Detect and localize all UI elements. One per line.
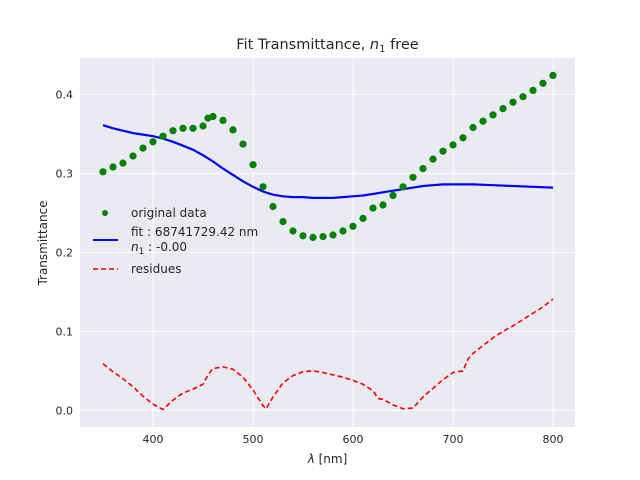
legend-fit-subscript: 1 bbox=[139, 247, 145, 257]
chart-title-main: Fit Transmittance, bbox=[236, 37, 370, 53]
original-data-point bbox=[179, 124, 187, 132]
original-data-point bbox=[409, 173, 417, 181]
original-data-point bbox=[439, 147, 447, 155]
original-data-point bbox=[399, 183, 407, 191]
x-tick-labels: 400 500 600 700 800 bbox=[143, 433, 564, 446]
original-data-point bbox=[149, 138, 157, 146]
original-data-point bbox=[229, 126, 237, 134]
x-axis-unit: [nm] bbox=[315, 452, 347, 466]
original-data-point bbox=[289, 227, 297, 235]
x-tick-label: 700 bbox=[443, 433, 464, 446]
original-data-point bbox=[169, 127, 177, 135]
original-data-point bbox=[339, 227, 347, 235]
original-data-point bbox=[519, 93, 527, 101]
grid bbox=[80, 58, 575, 427]
original-data-point bbox=[299, 232, 307, 240]
original-data-point bbox=[359, 214, 367, 222]
x-tick-label: 500 bbox=[243, 433, 264, 446]
chart-title-subscript: 1 bbox=[379, 44, 385, 55]
y-tick-label: 0.0 bbox=[56, 404, 74, 417]
original-data-point bbox=[529, 86, 537, 94]
original-data-point bbox=[459, 134, 467, 142]
x-tick-label: 600 bbox=[343, 433, 364, 446]
original-data-point bbox=[109, 163, 117, 171]
y-tick-label: 0.2 bbox=[56, 246, 74, 259]
y-tick-label: 0.3 bbox=[56, 167, 74, 180]
original-data-point bbox=[159, 132, 167, 140]
original-data-point bbox=[509, 98, 517, 106]
legend-label-residues: residues bbox=[131, 262, 182, 276]
original-data-point bbox=[189, 124, 197, 132]
residues-line bbox=[102, 298, 554, 411]
x-tick-label: 400 bbox=[143, 433, 164, 446]
fit-line bbox=[102, 124, 554, 199]
original-data-point bbox=[349, 222, 357, 230]
chart-title-symbol: n bbox=[370, 37, 379, 53]
original-data-point bbox=[249, 161, 257, 169]
legend-label-original: original data bbox=[131, 206, 207, 220]
legend-marker-original bbox=[102, 210, 108, 216]
original-data-point bbox=[199, 122, 207, 130]
original-data-point bbox=[139, 144, 147, 152]
legend-label-fit-line2: n1 : -0.00 bbox=[131, 240, 187, 257]
original-data-point bbox=[219, 116, 227, 124]
y-tick-label: 0.4 bbox=[56, 88, 74, 101]
legend-fit-symbol: n bbox=[131, 240, 139, 254]
original-data-point bbox=[489, 111, 497, 119]
original-data-point bbox=[329, 231, 337, 239]
original-data-point bbox=[129, 152, 137, 160]
original-data-point bbox=[449, 141, 457, 149]
original-data-point bbox=[99, 168, 107, 176]
chart-title: Fit Transmittance, n1 free bbox=[236, 37, 418, 55]
x-axis-symbol: λ bbox=[307, 452, 315, 466]
original-data-point bbox=[379, 201, 387, 209]
original-data-point bbox=[259, 183, 267, 191]
chart-title-tail: free bbox=[386, 37, 419, 53]
original-data-point bbox=[499, 105, 507, 113]
original-data-point bbox=[419, 165, 427, 173]
original-data-point bbox=[479, 117, 487, 125]
original-data-point bbox=[269, 202, 277, 211]
plot-area bbox=[80, 58, 575, 427]
original-data-point bbox=[389, 191, 397, 200]
original-data-point bbox=[539, 79, 547, 87]
x-tick-label: 800 bbox=[543, 433, 564, 446]
y-tick-label: 0.1 bbox=[56, 325, 74, 338]
y-axis-label: Transmittance bbox=[36, 200, 50, 286]
x-axis-label: λ [nm] bbox=[307, 452, 348, 466]
original-data-point bbox=[209, 112, 217, 121]
series-layer bbox=[99, 71, 557, 411]
original-data-point bbox=[549, 71, 557, 79]
original-data-point bbox=[369, 204, 377, 212]
original-data-point bbox=[429, 155, 437, 163]
original-data-point bbox=[119, 159, 127, 167]
legend-fit-tail: : -0.00 bbox=[144, 240, 187, 254]
y-tick-labels: 0.0 0.1 0.2 0.3 0.4 bbox=[56, 88, 74, 417]
original-data-point bbox=[279, 218, 287, 226]
original-data-point bbox=[319, 233, 327, 241]
original-data-point bbox=[469, 123, 477, 132]
legend-label-fit-line1: fit : 68741729.42 nm bbox=[131, 225, 258, 239]
original-data-series bbox=[99, 71, 557, 241]
original-data-point bbox=[309, 233, 317, 241]
original-data-point bbox=[239, 140, 247, 148]
legend: original data fit : 68741729.42 nm n1 : … bbox=[93, 206, 258, 276]
